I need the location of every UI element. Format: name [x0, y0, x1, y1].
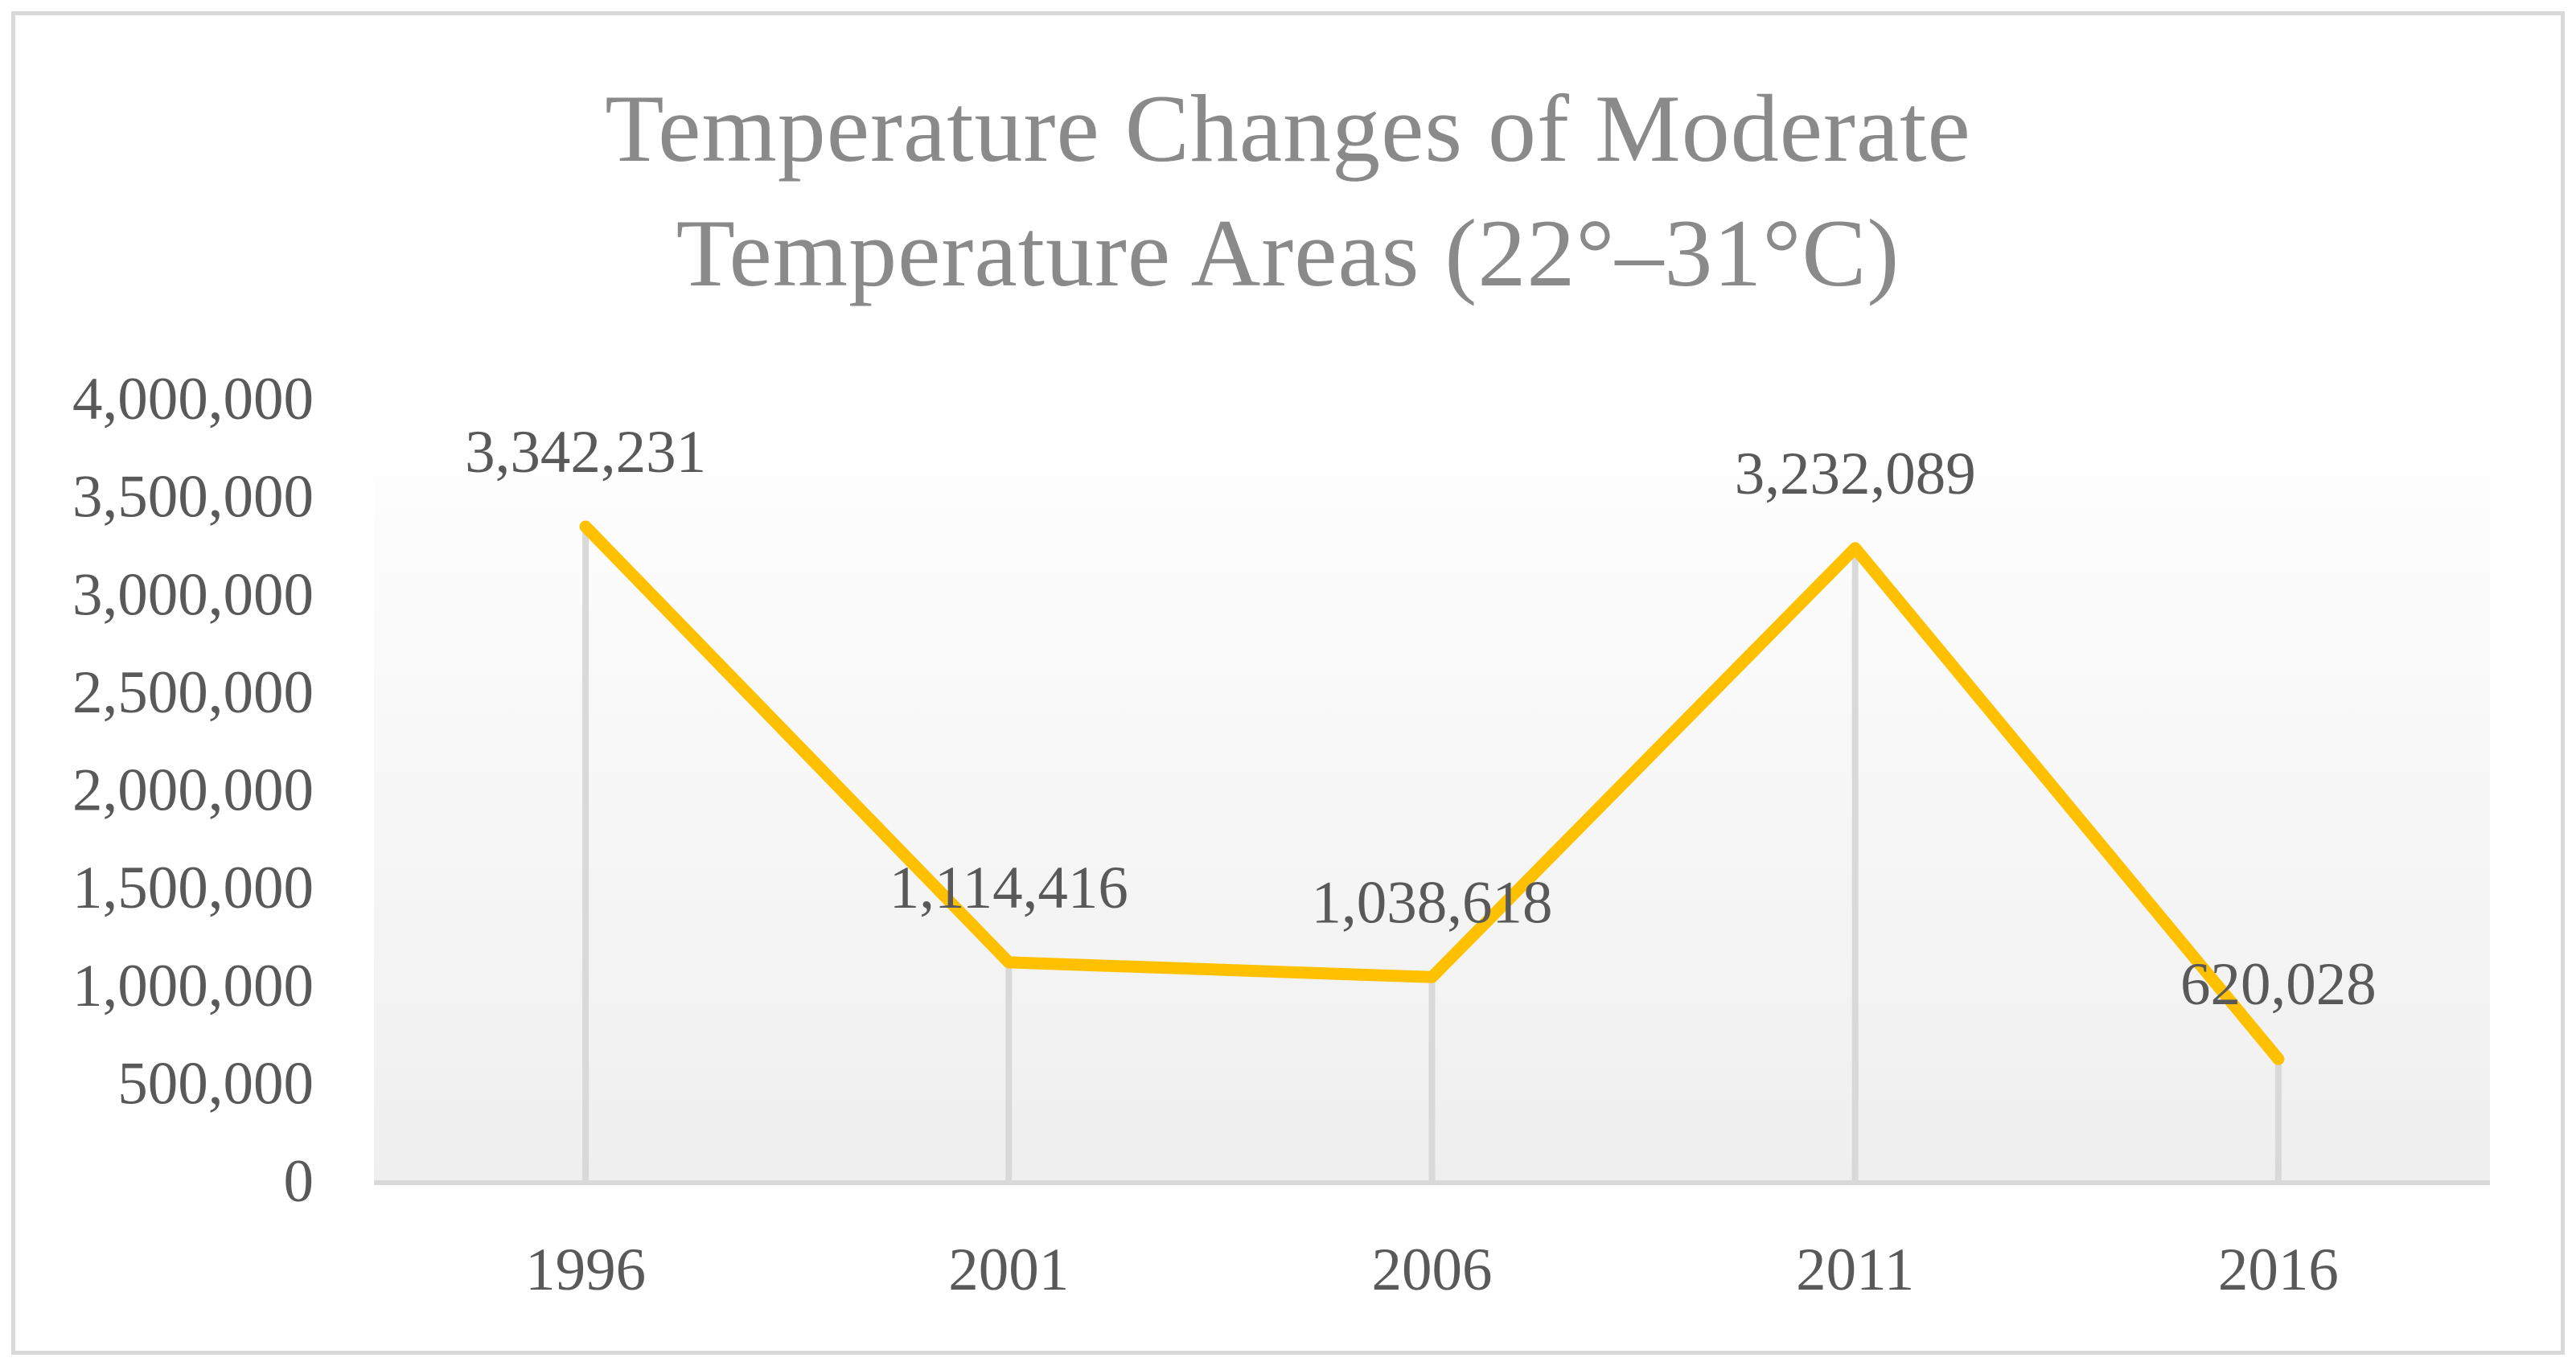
chart-title-line-2: Temperature Areas (22°–31°C) — [676, 199, 1900, 306]
x-axis-line — [374, 1180, 2490, 1185]
y-axis-tick-label: 3,500,000 — [72, 464, 314, 531]
y-axis-tick-label: 2,000,000 — [72, 757, 314, 824]
y-axis-tick-label: 0 — [284, 1148, 314, 1215]
x-axis-tick-label: 2006 — [1372, 1237, 1493, 1303]
plot-area: 3,342,231 1,114,416 1,038,618 3,232,089 620,… — [72, 366, 2490, 1303]
x-axis-tick-label: 1996 — [525, 1237, 646, 1303]
data-label: 3,232,089 — [1735, 441, 1976, 507]
chart-border — [11, 11, 2565, 1355]
y-axis-tick-label: 1,000,000 — [72, 953, 314, 1019]
y-axis-tick-label: 4,000,000 — [72, 366, 314, 433]
y-axis-tick-label: 500,000 — [117, 1050, 314, 1117]
y-axis-tick-label: 2,500,000 — [72, 659, 314, 726]
x-axis-tick-label: 2016 — [2218, 1237, 2339, 1303]
chart-title: Temperature Changes of Moderate Temperat… — [0, 66, 2576, 315]
data-label: 1,038,618 — [1312, 869, 1553, 936]
y-axis-tick-label: 1,500,000 — [72, 855, 314, 921]
x-axis-tick-label: 2011 — [1796, 1237, 1914, 1303]
y-axis-tick-label: 3,000,000 — [72, 561, 314, 628]
series-line — [579, 520, 2285, 1065]
data-label: 620,028 — [2180, 951, 2377, 1018]
data-label: 3,342,231 — [465, 419, 706, 486]
chart-title-line-1: Temperature Changes of Moderate — [605, 75, 1971, 182]
x-axis-tick-label: 2001 — [948, 1237, 1069, 1303]
data-label: 1,114,416 — [889, 855, 1128, 921]
